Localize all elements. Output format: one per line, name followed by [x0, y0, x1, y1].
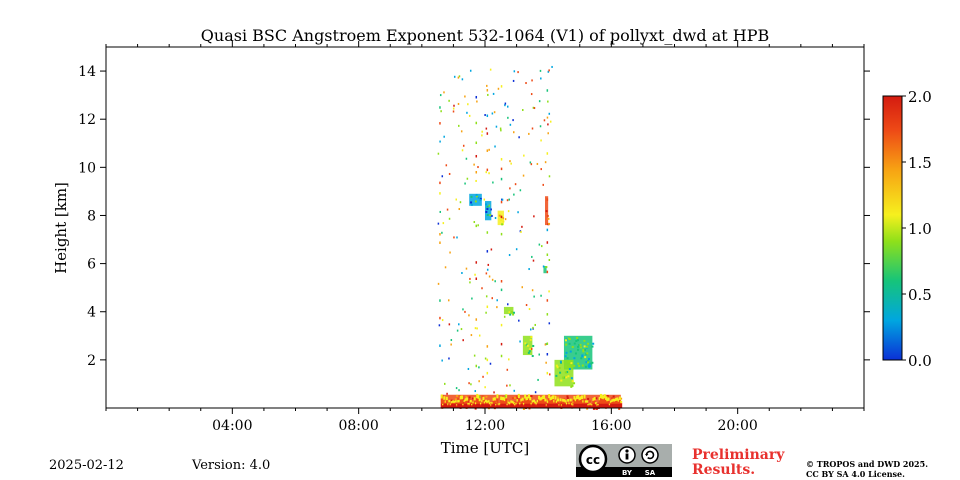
axis-ticks: 04:00 08:00 12:00 16:00 20:00 2 4 6 8 10 12 14 [78, 41, 870, 434]
preliminary-results-note: Preliminary Results. [692, 448, 802, 478]
copyright-line-2: CC BY SA 4.0 License. [806, 469, 905, 479]
cc-license-badge[interactable]: cc BY SA [576, 444, 672, 477]
colorbar-tick-label: 0.0 [908, 352, 932, 370]
y-tick-label: 14 [78, 64, 96, 80]
cc-text: cc [586, 453, 600, 467]
plot-frame [105, 46, 865, 409]
y-tick-label: 2 [87, 353, 96, 369]
region-streak-14h [545, 196, 551, 226]
x-axis-label: Time [UTC] [441, 439, 530, 457]
region-cloud-8km-b [485, 201, 493, 221]
x-tick-label: 12:00 [465, 418, 505, 434]
sa-text: SA [645, 469, 656, 477]
y-axis-label: Height [km] [52, 182, 70, 274]
preliminary-line-2: Results. [692, 462, 756, 478]
x-tick-label: 16:00 [591, 418, 631, 434]
y-tick-label: 10 [78, 160, 96, 176]
by-text: BY [622, 469, 633, 477]
copyright-notice: © TROPOS and DWD 2025. CC BY SA 4.0 Lice… [806, 459, 956, 479]
date-label: 2025-02-12 [49, 458, 124, 473]
x-tick-label: 04:00 [212, 418, 252, 434]
y-tick-label: 4 [87, 305, 96, 321]
x-tick-label: 08:00 [338, 418, 378, 434]
copyright-line-1: © TROPOS and DWD 2025. [806, 459, 928, 469]
cc-icon [578, 444, 608, 474]
colorbar-tick-label: 2.0 [908, 88, 932, 106]
colorbar-tick-label: 1.0 [908, 220, 932, 238]
colorbar [882, 95, 903, 361]
version-label: Version: 4.0 [192, 458, 271, 473]
colorbar-ticks: 0.0 0.5 1.0 1.5 2.0 [902, 88, 932, 370]
colorbar-tick-label: 1.5 [908, 154, 932, 172]
chart-title: Quasi BSC Angstroem Exponent 532-1064 (V… [201, 26, 769, 45]
speckle-noise [437, 65, 553, 398]
colorbar-tick-label: 0.5 [908, 286, 932, 304]
region-boundary-layer-aerosol-lower [554, 359, 576, 388]
region-cloud-8km-a [469, 193, 482, 206]
near-surface-texture [440, 393, 623, 408]
region-spot-6km [543, 266, 548, 274]
region-aerosol-patch-13h [522, 335, 535, 358]
y-tick-label: 6 [87, 257, 96, 273]
plot-data [437, 65, 623, 410]
preliminary-line-1: Preliminary [692, 447, 785, 463]
region-spot-4km [503, 306, 515, 316]
share-alike-icon [641, 446, 659, 464]
y-tick-label: 8 [87, 208, 96, 224]
x-tick-label: 20:00 [717, 418, 757, 434]
y-tick-label: 12 [78, 112, 96, 128]
